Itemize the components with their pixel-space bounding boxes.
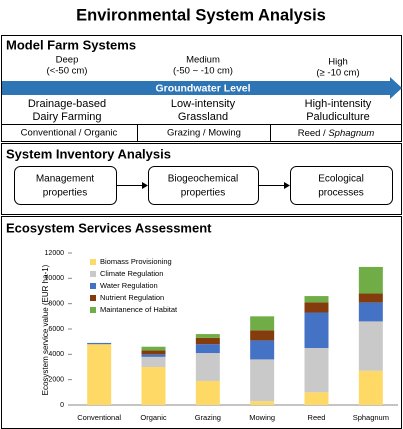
legend-swatch <box>90 271 96 277</box>
arrow-head <box>284 182 290 189</box>
level-name: Medium <box>186 55 220 66</box>
y-tick-label: 8000 <box>48 301 64 308</box>
bar-segment <box>358 302 383 322</box>
legend-label: Nutrient Regulation <box>100 293 164 302</box>
legend-label: Climate Regulation <box>100 269 163 278</box>
x-tick-label: Reed <box>308 413 326 422</box>
bar-segment <box>250 340 275 360</box>
system-name: Grassland <box>178 111 228 123</box>
bar-segment <box>250 359 275 402</box>
level-name: High <box>328 57 348 68</box>
bar-segment <box>304 312 329 348</box>
variant: Grazing / Mowing <box>167 128 241 139</box>
x-tick-label: Organic <box>140 413 167 422</box>
bar-segment <box>195 337 220 345</box>
bar-segment <box>304 302 329 313</box>
system-name: Low-intensity <box>171 98 236 110</box>
section-heading: System Inventory Analysis <box>6 146 171 161</box>
level-range: (-50 ~ -10 cm) <box>173 66 233 77</box>
variant: Reed / Sphagnum <box>298 128 375 139</box>
system-name: Drainage-based <box>28 98 106 110</box>
level-range: (≥ -10 cm) <box>316 68 359 79</box>
level-name: Deep <box>56 55 79 66</box>
arrow-label: Groundwater Level <box>155 82 250 94</box>
variant-text: Reed / <box>298 128 329 139</box>
bar-segment <box>195 344 220 354</box>
bar-segment <box>141 367 166 405</box>
level-range: (<-50 cm) <box>47 66 88 77</box>
variant: Conventional / Organic <box>21 128 118 139</box>
bar-segment <box>195 334 220 338</box>
y-tick-label: 10000 <box>45 275 65 282</box>
bar-segment <box>87 342 112 345</box>
arrow-head <box>142 182 148 189</box>
bar-segment <box>250 330 275 341</box>
bar-segment <box>304 296 329 303</box>
bar-segment <box>358 321 383 371</box>
y-tick-label: 4000 <box>48 351 64 358</box>
y-tick-label: 0 <box>60 402 64 409</box>
bar-segment <box>195 353 220 381</box>
legend-swatch <box>90 259 96 265</box>
legend-label: Maintanence of Habitat <box>100 305 178 314</box>
step-label: properties <box>43 188 87 199</box>
bar-segment <box>304 348 329 393</box>
inventory-box <box>1 143 402 215</box>
bar-segment <box>358 266 383 294</box>
x-tick-label: Grazing <box>195 413 221 422</box>
legend-label: Water Regulation <box>100 281 158 290</box>
system-name: Paludiculture <box>306 111 370 123</box>
step-label: processes <box>318 188 364 199</box>
step-box <box>14 166 117 205</box>
x-tick-label: Conventional <box>77 413 121 422</box>
bar-segment <box>195 380 220 405</box>
step-label: Management <box>36 174 95 185</box>
y-axis-title: Ecosystem service value (EUR ha-1) <box>41 264 50 395</box>
y-tick-label: 2000 <box>48 377 64 384</box>
x-tick-label: Sphagnum <box>353 413 389 422</box>
step-label: properties <box>181 188 225 199</box>
bar-segment <box>304 392 329 405</box>
step-label: Ecological <box>318 174 364 185</box>
legend-swatch <box>90 295 96 301</box>
system-name: High-intensity <box>305 98 372 110</box>
y-tick-label: 6000 <box>48 326 64 333</box>
bar-segment <box>141 350 166 355</box>
bar-segment <box>358 370 383 405</box>
legend-swatch <box>90 307 96 313</box>
section-heading: Model Farm Systems <box>6 37 136 52</box>
bar-segment <box>141 346 166 351</box>
bar-segment <box>358 293 383 303</box>
legend-label: Biomass Provisioning <box>100 257 172 266</box>
x-tick-label: Mowing <box>249 413 275 422</box>
page-title: Environmental System Analysis <box>76 6 326 24</box>
model-farm-box <box>1 35 402 142</box>
groundwater-arrow <box>2 77 402 99</box>
legend-swatch <box>90 283 96 289</box>
step-box <box>148 166 259 205</box>
step-box <box>290 166 393 205</box>
bar-segment <box>141 356 166 367</box>
bar-segment <box>250 401 275 405</box>
step-label: Biogeochemical <box>168 174 239 185</box>
bar-segment <box>250 316 275 331</box>
section-heading: Ecosystem Services Assessment <box>6 220 212 235</box>
system-name: Dairy Farming <box>32 111 101 123</box>
y-tick-label: 12000 <box>45 250 65 257</box>
bar-segment <box>141 354 166 357</box>
variant-italic: Sphagnum <box>328 128 374 139</box>
bar-segment <box>87 344 112 405</box>
